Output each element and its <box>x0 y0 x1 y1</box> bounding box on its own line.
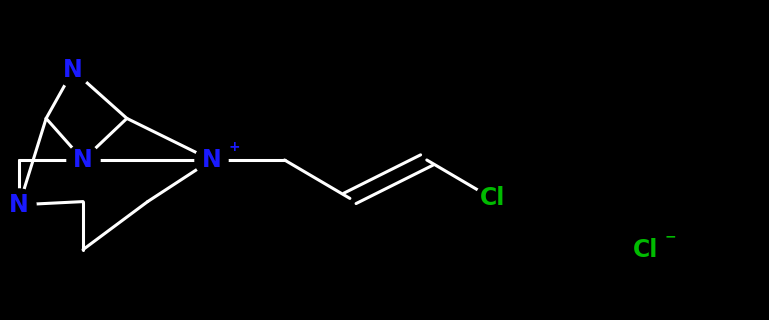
Text: Cl: Cl <box>480 186 504 211</box>
Text: −: − <box>664 230 676 244</box>
Text: +: + <box>228 140 240 154</box>
Text: N: N <box>9 193 29 217</box>
Text: N: N <box>63 59 83 83</box>
Text: Cl: Cl <box>634 237 658 262</box>
Text: N: N <box>73 148 93 172</box>
Text: N: N <box>201 148 221 172</box>
